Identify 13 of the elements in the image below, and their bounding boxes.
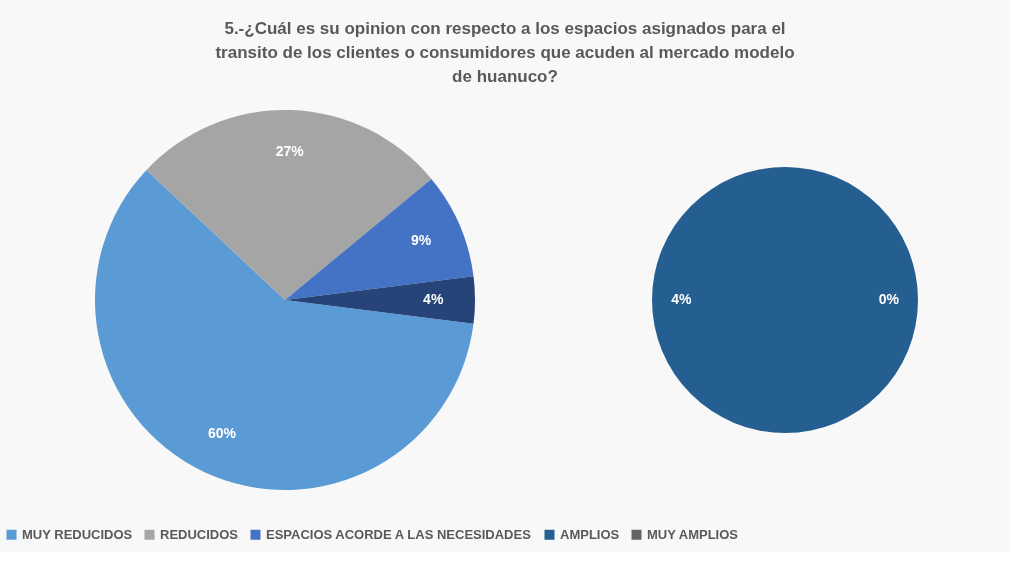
data-label: 27% (275, 142, 305, 159)
data-label: 4% (423, 291, 444, 307)
legend-label: MUY REDUCIDOS (22, 526, 133, 542)
text: 0% (878, 291, 899, 307)
pie-slice (95, 169, 474, 490)
data-label: 4% (671, 291, 692, 307)
data-label: 60% (207, 425, 237, 442)
legend-label: MUY AMPLIOS (647, 526, 739, 542)
legend-label: REDUCIDOS (160, 526, 239, 542)
chart-title: 5.-¿Cuál es su opinion con respecto a los espacios asignados para el transito de los clientes o consumidores que acuden al mercado modelo de huanuco? (215, 19, 795, 86)
legend-label: AMPLIOS (560, 526, 620, 542)
legend-label: ESPACIOS ACORDE A LAS NECESIDADES (266, 526, 532, 542)
data-label: 9% (410, 232, 432, 249)
